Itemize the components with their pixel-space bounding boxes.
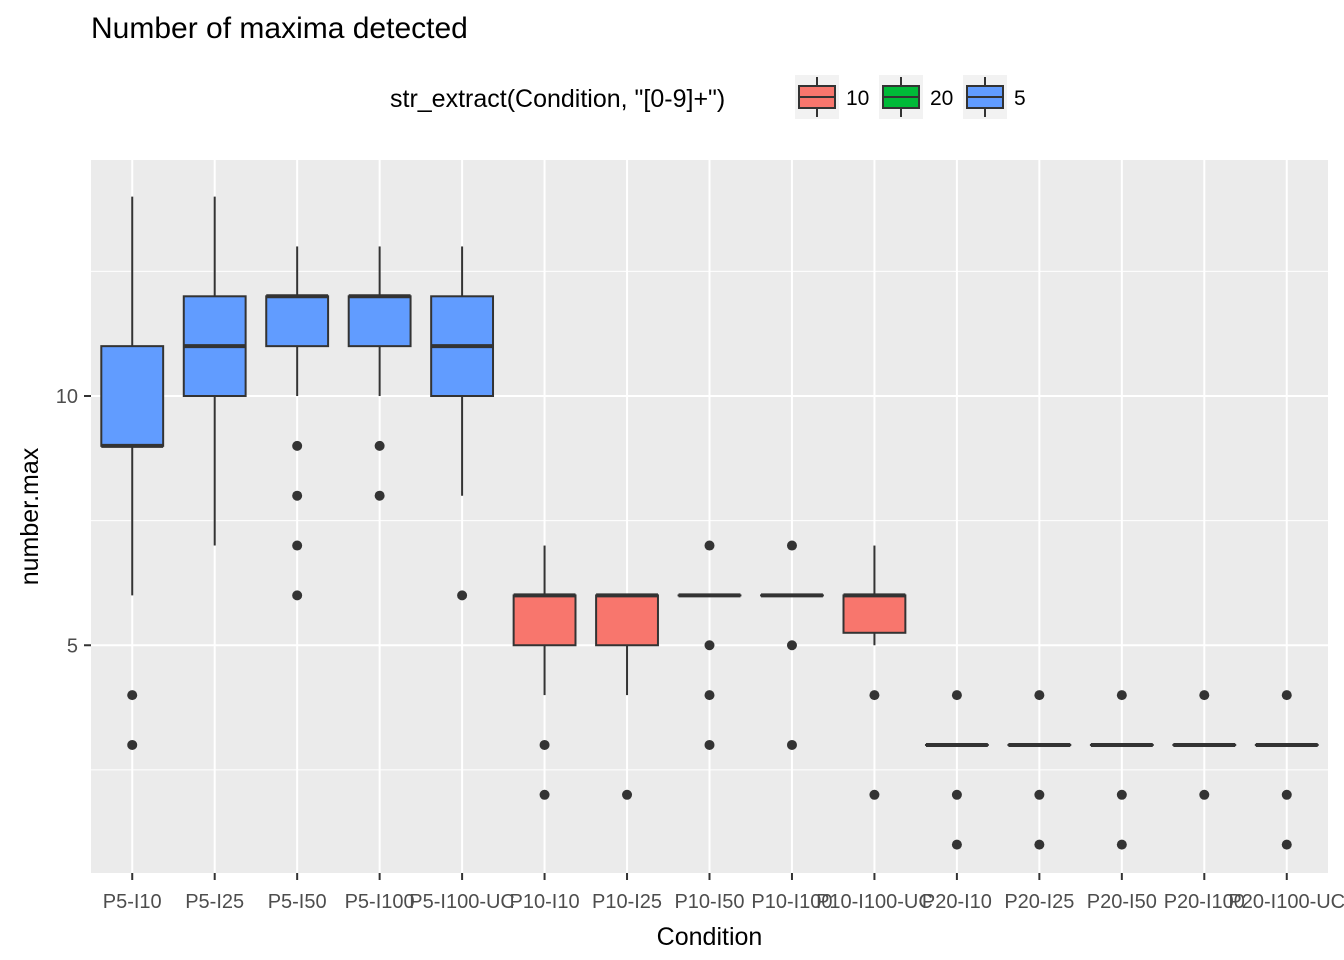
box-P5-I10 [100, 196, 165, 750]
outlier-point [1034, 690, 1045, 701]
outlier-point [1116, 789, 1127, 800]
box-P10-I100 [760, 540, 824, 750]
x-tick-label: P20-I100 [1164, 891, 1245, 913]
box-iqr [265, 295, 330, 348]
box-P20-I25 [1007, 690, 1072, 850]
x-axis-title: Condition [657, 923, 763, 951]
x-tick-label: P5-I100 [345, 891, 415, 913]
outlier-point [951, 690, 962, 701]
x-tick-label: P10-I100-UC [816, 891, 933, 913]
legend-label: 5 [1014, 87, 1026, 110]
x-tick-label: P5-I10 [103, 891, 162, 913]
box-P20-I50 [1089, 690, 1154, 850]
x-tick-label: P20-I10 [922, 891, 992, 913]
x-tick-label: P10-I25 [592, 891, 662, 913]
outlier-point [292, 590, 303, 601]
outlier-point [869, 789, 880, 800]
box-P10-I25 [595, 593, 659, 800]
outlier-point [1281, 690, 1292, 701]
x-tick-label: P5-I50 [268, 891, 327, 913]
box-P10-I10 [512, 545, 577, 800]
box-P5-I50 [265, 246, 330, 601]
x-tick-label: P20-I25 [1004, 891, 1074, 913]
box-iqr [100, 345, 165, 447]
outlier-point [292, 490, 303, 501]
y-tick-label: 5 [67, 635, 78, 657]
outlier-point [786, 540, 797, 551]
outlier-point [1199, 690, 1210, 701]
box-P5-I25 [182, 196, 247, 546]
legend-item-10: 10 [795, 75, 869, 119]
box-P20-I100-UC [1254, 690, 1319, 850]
x-tick-label: P10-I50 [674, 891, 744, 913]
legend-label: 10 [846, 87, 869, 110]
outlier-point [1034, 839, 1045, 850]
box-P5-I100 [347, 246, 412, 501]
box-iqr [347, 295, 412, 348]
outlier-point [127, 690, 138, 701]
outlier-point [951, 789, 962, 800]
box-P20-I10 [924, 690, 989, 850]
x-tick-label: P20-I100-UC [1228, 891, 1344, 913]
box-iqr [842, 594, 907, 634]
legend-item-20: 20 [879, 75, 953, 119]
x-tick-label: P10-I100 [751, 891, 832, 913]
outlier-point [869, 690, 880, 701]
outlier-point [704, 540, 715, 551]
x-tick-label: P10-I10 [510, 891, 580, 913]
outlier-point [374, 440, 385, 451]
outlier-point [1034, 789, 1045, 800]
x-tick-label: P5-I100-UC [409, 891, 515, 913]
box-iqr [595, 594, 659, 647]
outlier-point [951, 839, 962, 850]
legend-title: str_extract(Condition, "[0-9]+") [390, 85, 725, 113]
x-tick-label: P5-I25 [185, 891, 244, 913]
outlier-point [786, 640, 797, 651]
outlier-point [127, 739, 138, 750]
outlier-point [374, 490, 385, 501]
outlier-point [704, 640, 715, 651]
outlier-point [292, 440, 303, 451]
legend: str_extract(Condition, "[0-9]+") 10 20 5 [390, 75, 1026, 119]
outlier-point [539, 789, 550, 800]
outlier-point [704, 690, 715, 701]
y-tick-label: 10 [56, 386, 78, 408]
outlier-point [1199, 789, 1210, 800]
outlier-point [786, 739, 797, 750]
box-iqr [512, 594, 577, 647]
outlier-point [539, 739, 550, 750]
outlier-point [622, 789, 633, 800]
outlier-point [292, 540, 303, 551]
chart-title: Number of maxima detected [91, 12, 468, 45]
x-tick-label: P20-I50 [1087, 891, 1157, 913]
box-P20-I100 [1172, 690, 1237, 800]
legend-label: 20 [930, 87, 953, 110]
box-P10-I50 [677, 540, 742, 750]
outlier-point [704, 739, 715, 750]
outlier-point [1281, 839, 1292, 850]
outlier-point [1281, 789, 1292, 800]
legend-item-5: 5 [963, 75, 1026, 119]
box-P10-I100-UC [842, 545, 907, 800]
box-P5-I100-UC [430, 246, 495, 601]
outlier-point [1116, 839, 1127, 850]
y-axis-title: number.max [16, 447, 44, 585]
outlier-point [1116, 690, 1127, 701]
outlier-point [457, 590, 468, 601]
